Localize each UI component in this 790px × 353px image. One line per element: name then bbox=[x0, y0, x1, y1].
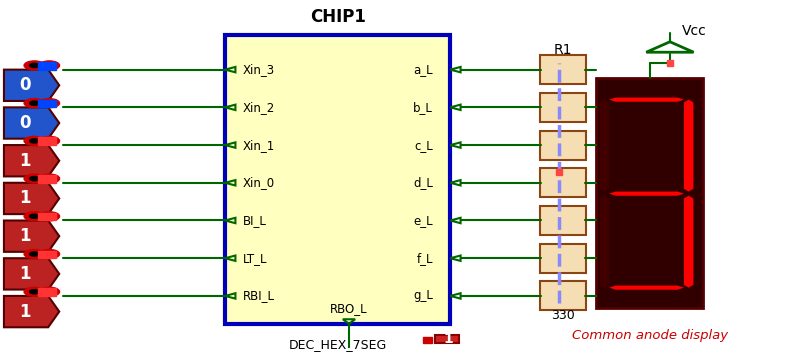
Text: 330: 330 bbox=[551, 309, 575, 322]
Circle shape bbox=[39, 98, 59, 108]
Text: R1: R1 bbox=[554, 43, 572, 58]
Circle shape bbox=[44, 290, 54, 294]
Text: g_L: g_L bbox=[413, 289, 433, 303]
Circle shape bbox=[44, 101, 54, 105]
Polygon shape bbox=[600, 100, 609, 192]
Circle shape bbox=[30, 290, 40, 294]
Polygon shape bbox=[4, 221, 59, 252]
FancyBboxPatch shape bbox=[540, 281, 586, 310]
Circle shape bbox=[39, 212, 59, 221]
Circle shape bbox=[30, 176, 40, 181]
Text: RBI_L: RBI_L bbox=[243, 289, 275, 303]
Polygon shape bbox=[4, 145, 59, 176]
Text: 0: 0 bbox=[19, 76, 31, 94]
FancyBboxPatch shape bbox=[540, 131, 586, 160]
Circle shape bbox=[24, 287, 45, 296]
Text: LT_L: LT_L bbox=[243, 252, 267, 265]
Bar bbox=[38, 62, 55, 70]
Circle shape bbox=[24, 174, 45, 183]
Circle shape bbox=[39, 61, 59, 70]
Polygon shape bbox=[684, 100, 694, 192]
Polygon shape bbox=[4, 107, 59, 139]
Text: f_L: f_L bbox=[416, 252, 433, 265]
Text: Xin_3: Xin_3 bbox=[243, 63, 275, 76]
Bar bbox=[435, 335, 459, 343]
Circle shape bbox=[24, 136, 45, 145]
Text: 1: 1 bbox=[19, 265, 31, 283]
Text: DEC_HEX_7SEG: DEC_HEX_7SEG bbox=[288, 338, 387, 351]
Polygon shape bbox=[609, 192, 684, 196]
Circle shape bbox=[24, 98, 45, 108]
Circle shape bbox=[30, 101, 40, 105]
Circle shape bbox=[39, 250, 59, 258]
Circle shape bbox=[24, 212, 45, 221]
Circle shape bbox=[39, 287, 59, 296]
FancyBboxPatch shape bbox=[540, 168, 586, 197]
FancyBboxPatch shape bbox=[540, 206, 586, 235]
Bar bbox=[38, 100, 55, 107]
Circle shape bbox=[30, 64, 40, 67]
Circle shape bbox=[44, 139, 54, 143]
Circle shape bbox=[30, 214, 40, 219]
Circle shape bbox=[39, 136, 59, 145]
Text: c_L: c_L bbox=[414, 139, 433, 151]
Polygon shape bbox=[609, 286, 684, 290]
Text: Xin_1: Xin_1 bbox=[243, 139, 275, 151]
Bar bbox=[38, 175, 55, 183]
Bar bbox=[38, 137, 55, 145]
Polygon shape bbox=[684, 196, 694, 288]
Bar bbox=[38, 213, 55, 221]
FancyBboxPatch shape bbox=[540, 93, 586, 122]
Text: 0: 0 bbox=[19, 114, 31, 132]
Circle shape bbox=[24, 250, 45, 258]
Text: BI_L: BI_L bbox=[243, 214, 266, 227]
Bar bbox=[38, 288, 55, 296]
Polygon shape bbox=[609, 97, 684, 102]
Text: Xin_0: Xin_0 bbox=[243, 176, 275, 189]
Circle shape bbox=[24, 61, 45, 70]
Circle shape bbox=[39, 174, 59, 183]
Text: 1: 1 bbox=[19, 227, 31, 245]
FancyBboxPatch shape bbox=[225, 35, 450, 324]
Circle shape bbox=[44, 64, 54, 67]
Circle shape bbox=[30, 139, 40, 143]
Circle shape bbox=[30, 252, 40, 256]
Polygon shape bbox=[600, 196, 609, 288]
Text: d_L: d_L bbox=[413, 176, 433, 189]
Circle shape bbox=[44, 214, 54, 219]
Text: RBO_L: RBO_L bbox=[330, 302, 368, 315]
Circle shape bbox=[44, 176, 54, 181]
Bar bbox=[596, 78, 703, 308]
Polygon shape bbox=[4, 258, 59, 289]
Text: 1: 1 bbox=[443, 332, 453, 346]
FancyBboxPatch shape bbox=[540, 244, 586, 273]
Polygon shape bbox=[4, 70, 59, 101]
Text: b_L: b_L bbox=[413, 101, 433, 114]
Bar bbox=[38, 251, 55, 258]
Text: Xin_2: Xin_2 bbox=[243, 101, 275, 114]
Text: e_L: e_L bbox=[413, 214, 433, 227]
Polygon shape bbox=[4, 296, 59, 327]
Bar bbox=[423, 337, 432, 343]
Text: a_L: a_L bbox=[413, 63, 433, 76]
Text: CHIP1: CHIP1 bbox=[310, 8, 366, 26]
Text: 1: 1 bbox=[19, 152, 31, 170]
Text: 1: 1 bbox=[19, 190, 31, 208]
Text: Vcc: Vcc bbox=[682, 24, 706, 38]
Text: Common anode display: Common anode display bbox=[572, 329, 728, 342]
Circle shape bbox=[44, 252, 54, 256]
FancyBboxPatch shape bbox=[540, 55, 586, 84]
Polygon shape bbox=[4, 183, 59, 214]
Text: 1: 1 bbox=[19, 303, 31, 321]
